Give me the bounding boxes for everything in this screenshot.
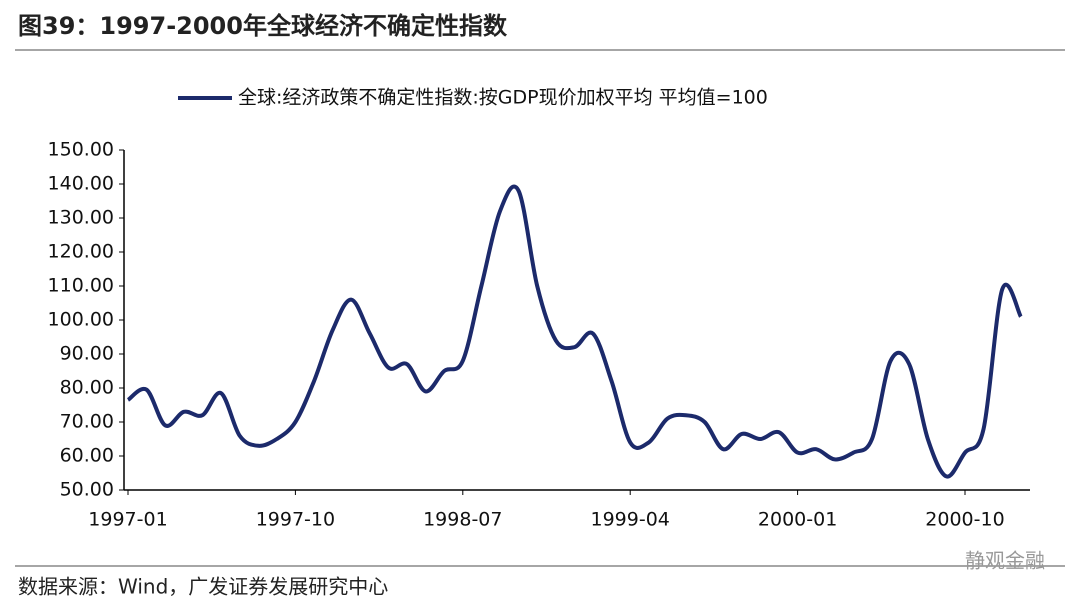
y-tick-label: 110.00: [48, 275, 114, 297]
y-tick-label: 130.00: [48, 207, 114, 229]
y-tick-label: 80.00: [60, 377, 114, 399]
x-tick-label: 2000-01: [758, 509, 837, 531]
y-tick-label: 60.00: [60, 445, 114, 467]
x-tick-label: 1997-10: [256, 509, 335, 531]
series-line: [126, 184, 1023, 479]
x-tick-label: 1999-04: [591, 509, 670, 531]
y-tick-label: 120.00: [48, 241, 114, 263]
y-tick-label: 70.00: [60, 411, 114, 433]
x-tick-label: 1998-07: [423, 509, 502, 531]
y-tick-label: 150.00: [48, 139, 114, 161]
y-tick-label: 90.00: [60, 343, 114, 365]
source: 数据来源：Wind，广发证券发展研究中心: [18, 575, 388, 599]
y-tick-label: 140.00: [48, 173, 114, 195]
watermark: 静观金融: [965, 549, 1045, 573]
y-tick-label: 100.00: [48, 309, 114, 331]
y-tick-label: 50.00: [60, 479, 114, 501]
chart-title: 图39：1997-2000年全球经济不确定性指数: [18, 12, 508, 40]
legend-label: 全球:经济政策不确定性指数:按GDP现价加权平均 平均值=100: [238, 87, 768, 109]
x-tick-label: 1997-01: [88, 509, 167, 531]
x-tick-label: 2000-10: [925, 509, 1004, 531]
